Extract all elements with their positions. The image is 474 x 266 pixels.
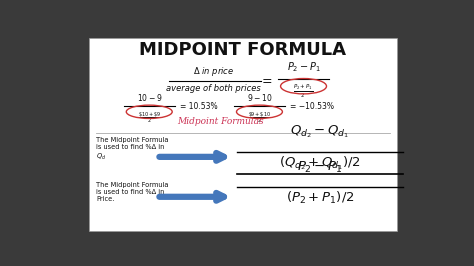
Text: $9 - $10: $9 - $10 — [247, 92, 272, 103]
Text: $(P_2+P_1)/2$: $(P_2+P_1)/2$ — [286, 190, 354, 206]
Text: $10 - $9: $10 - $9 — [137, 92, 162, 103]
Text: = −10.53%: = −10.53% — [290, 102, 334, 111]
Text: = 10.53%: = 10.53% — [181, 102, 218, 111]
Text: The Midpoint Formula
is used to find %Δ in
$Q_d$: The Midpoint Formula is used to find %Δ … — [96, 138, 168, 162]
Text: =: = — [262, 75, 272, 88]
Text: The Midpoint Formula
is used to find %Δ in
Price.: The Midpoint Formula is used to find %Δ … — [96, 182, 168, 202]
Text: $P_2-P_1$: $P_2-P_1$ — [297, 160, 343, 175]
Text: average of both prices: average of both prices — [166, 84, 261, 93]
FancyBboxPatch shape — [89, 38, 397, 231]
Text: $\Delta$ in price: $\Delta$ in price — [193, 65, 234, 78]
Text: $(Q_{d_2}+Q_{d_1})/2$: $(Q_{d_2}+Q_{d_1})/2$ — [279, 155, 361, 172]
Text: $Q_{d_2}-Q_{d_1}$: $Q_{d_2}-Q_{d_1}$ — [291, 124, 350, 140]
Text: $P_2 - P_1$: $P_2 - P_1$ — [287, 60, 320, 74]
Text: $\frac{\$9+\$10}{2}$: $\frac{\$9+\$10}{2}$ — [248, 110, 271, 125]
Text: MIDPOINT FORMULA: MIDPOINT FORMULA — [139, 41, 346, 59]
Text: Midpoint Formulas: Midpoint Formulas — [178, 117, 264, 126]
Text: $\frac{P_2+P_1}{2}$: $\frac{P_2+P_1}{2}$ — [293, 83, 314, 100]
Text: $\frac{\$10+\$9}{2}$: $\frac{\$10+\$9}{2}$ — [137, 110, 161, 125]
